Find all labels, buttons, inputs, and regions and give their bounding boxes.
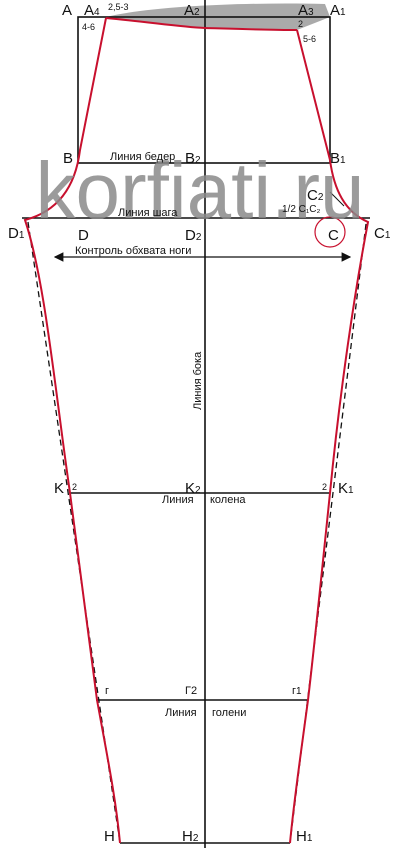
construction-lines xyxy=(22,0,370,848)
measure: 5-6 xyxy=(303,34,316,44)
line-labels: Линия бедер Линия шага Контроль обхвата … xyxy=(75,151,246,719)
point: H xyxy=(104,828,115,845)
measure: 4-6 xyxy=(82,22,95,32)
point: H2 xyxy=(182,828,199,845)
point: K1 xyxy=(338,480,354,497)
point: г xyxy=(105,685,109,697)
point: A4 xyxy=(84,2,100,19)
line-label: голени xyxy=(212,707,246,719)
point: C2 xyxy=(307,187,324,204)
point: C1 xyxy=(374,225,391,242)
point: B1 xyxy=(330,150,346,167)
measurements: 2,5-3 2 4-6 5-6 1/2 C₁C₂ 2 2 xyxy=(72,2,327,492)
measure: 2 xyxy=(72,482,77,492)
dashed-lines xyxy=(27,221,367,844)
line-label: Контроль обхвата ноги xyxy=(75,245,191,257)
point: D xyxy=(78,227,89,244)
line-label: Линия бока xyxy=(192,351,204,410)
pattern-outline xyxy=(23,17,370,844)
point: C xyxy=(328,227,339,244)
line-label: Линия xyxy=(165,707,197,719)
point: D1 xyxy=(8,225,25,242)
point: D2 xyxy=(185,227,202,244)
measure: 2 xyxy=(322,482,327,492)
point: A1 xyxy=(330,2,346,19)
point: Г2 xyxy=(185,685,197,697)
point: A3 xyxy=(298,2,314,19)
point: B2 xyxy=(185,150,201,167)
point: A2 xyxy=(184,2,200,19)
point-labels: A A4 A2 A3 A1 B B2 B1 C2 D1 D D2 C C1 K … xyxy=(8,2,391,845)
point: K xyxy=(54,480,64,497)
line-label: Линия шага xyxy=(118,207,178,219)
measure: 2 xyxy=(298,19,303,29)
point: K2 xyxy=(185,480,201,497)
point: B xyxy=(63,150,73,167)
line-label: Линия xyxy=(162,494,194,506)
point: H1 xyxy=(296,828,313,845)
line-label: колена xyxy=(210,494,246,506)
point: A xyxy=(62,2,72,19)
measure: 2,5-3 xyxy=(108,2,129,12)
measure: 1/2 C₁C₂ xyxy=(282,204,320,215)
line-label: Линия бедер xyxy=(110,151,175,163)
watermark: korfiati.ru xyxy=(36,146,365,235)
point: г1 xyxy=(292,685,302,697)
